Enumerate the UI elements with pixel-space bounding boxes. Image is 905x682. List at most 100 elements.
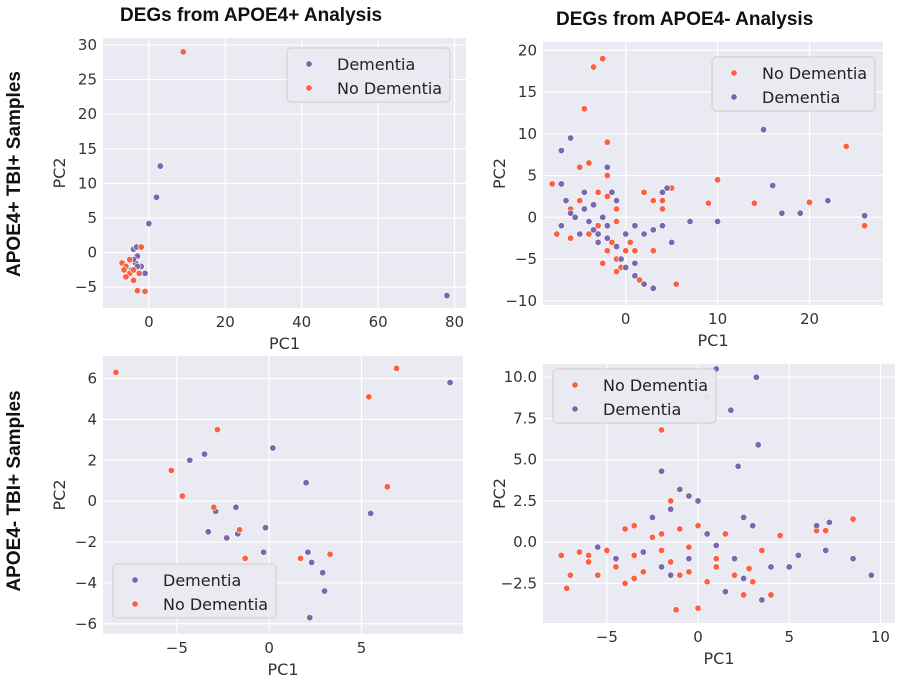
data-point [201,450,209,458]
data-point [585,230,593,238]
data-point [133,287,141,295]
data-point [608,238,616,246]
data-point [731,571,739,579]
data-point [668,238,676,246]
legend-box [552,368,717,424]
x-axis-label: PC1 [269,334,300,353]
data-point [861,222,869,230]
y-tick-label: −2 [75,533,97,551]
data-point [557,551,565,559]
data-point [805,198,813,206]
data-point [178,492,186,500]
data-point [599,213,607,221]
x-tick-label: 5 [784,628,794,646]
data-point [849,555,857,563]
x-tick-label: 10 [708,310,727,328]
data-point [825,518,833,526]
data-point [658,467,666,475]
data-point [721,588,729,596]
data-point [658,563,666,571]
data-point [714,218,722,226]
column-title-right: DEGs from APOE4- Analysis [556,9,814,30]
data-point [663,184,671,192]
data-point [667,505,675,513]
column-title-left: DEGs from APOE4+ Analysis [120,5,383,26]
data-point [613,205,621,213]
data-point [767,591,775,599]
data-point [130,266,138,274]
data-point [703,530,711,538]
data-point [126,256,134,264]
x-axis-label: PC1 [698,331,729,350]
data-point [734,462,742,470]
x-tick-label: 0 [693,628,703,646]
data-point [867,571,875,579]
data-point [603,247,611,255]
data-point [603,163,611,171]
data-point [639,548,647,556]
data-point [120,266,128,274]
data-point [842,142,850,150]
data-point [769,182,777,190]
x-tick-label: 5 [357,639,367,657]
y-tick-label: 0.0 [513,533,537,551]
legend-marker [305,84,313,92]
data-point [640,280,648,288]
data-point [685,543,693,551]
data-point [576,197,584,205]
data-point [260,548,268,556]
y-axis-label: PC2 [490,158,509,189]
data-point [567,209,575,217]
scatter-panel-3: −5 0 5 −6 −4 −2 0 2 4 6 PC1 PC2 Dementia No Dementia [50,356,463,679]
legend-box [711,56,876,112]
data-point [562,197,570,205]
data-point [685,555,693,563]
data-point [608,188,616,196]
data-point [648,513,656,521]
legend-marker [730,69,738,77]
data-point [204,528,212,536]
y-tick-label: 25 [78,71,97,89]
x-tick-label: 40 [292,313,311,331]
data-point [785,563,793,571]
data-point [232,503,240,511]
data-point [122,273,130,281]
data-point [365,393,373,401]
data-point [622,247,630,255]
data-point [575,548,583,556]
data-point [685,492,693,500]
data-point [649,247,657,255]
legend-marker [571,405,579,413]
data-point [758,546,766,554]
data-point [566,571,574,579]
data-point [594,230,602,238]
data-point [649,197,657,205]
data-point [145,220,153,228]
x-tick-label: 0 [144,313,154,331]
data-point [824,197,832,205]
data-point [658,197,666,205]
data-point [667,558,675,566]
y-axis-label: PC2 [490,478,509,509]
data-point [571,213,579,221]
data-point [557,180,565,188]
data-point [822,527,830,535]
data-point [685,568,693,576]
data-point [613,197,621,205]
x-axis-label: PC1 [268,660,299,679]
data-point [622,263,630,271]
data-point [813,522,821,530]
data-point [326,550,334,558]
data-point [712,563,720,571]
data-point [594,188,602,196]
legend-marker [305,60,313,68]
data-point [778,209,786,217]
data-point [626,238,634,246]
data-point [640,188,648,196]
data-point [712,541,720,549]
data-point [658,188,666,196]
data-point [141,287,149,295]
x-tick-label: −5 [166,639,188,657]
y-tick-label: 0 [87,492,97,510]
data-point [649,284,657,292]
